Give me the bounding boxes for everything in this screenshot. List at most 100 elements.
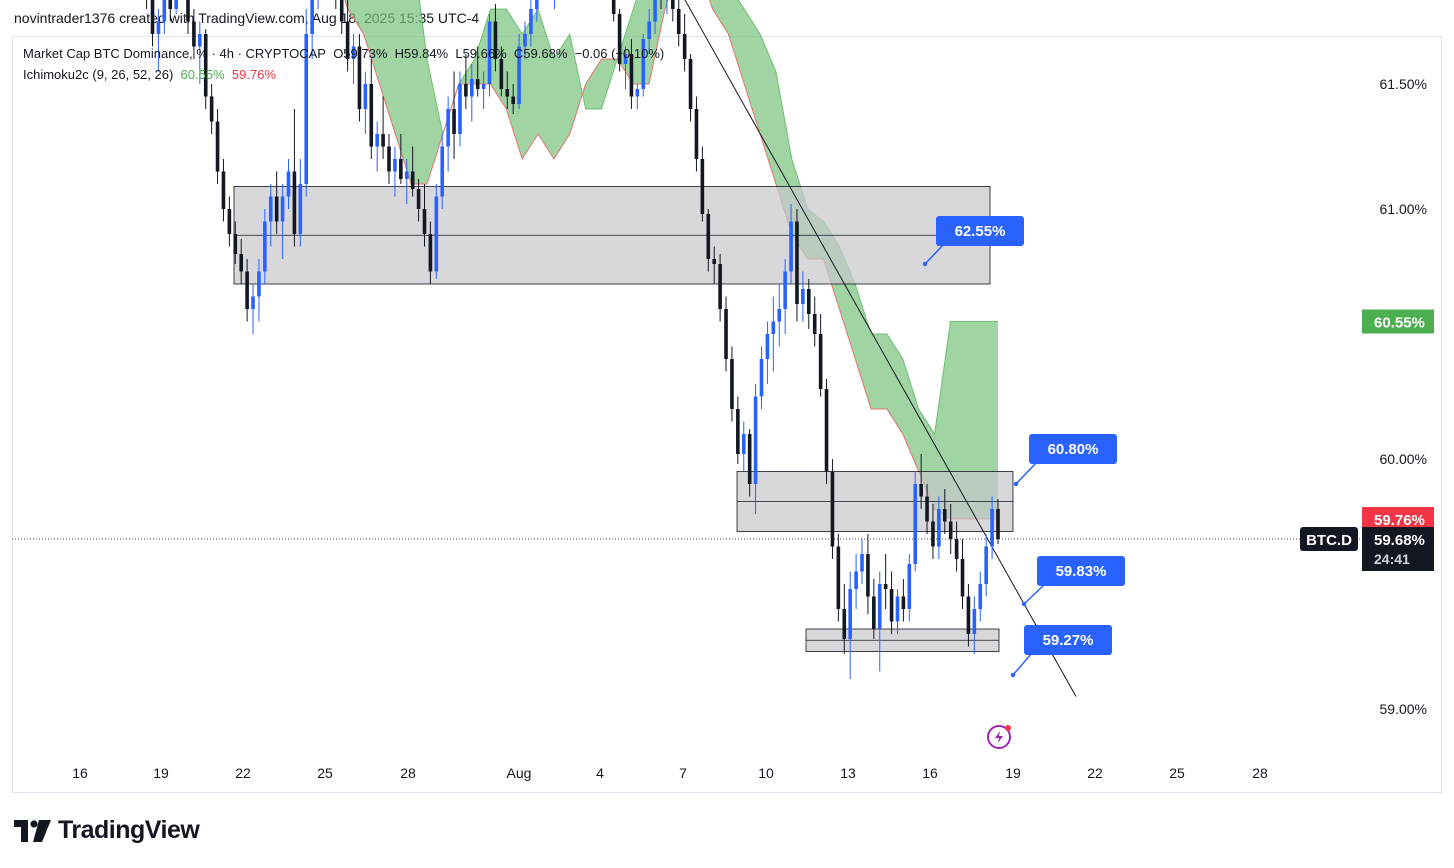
callout-box	[1037, 556, 1125, 586]
candle-body	[984, 546, 988, 584]
candle-body	[363, 84, 368, 109]
candle-body	[375, 134, 379, 147]
candle	[931, 504, 935, 559]
candle-body	[741, 434, 746, 454]
candle	[440, 134, 445, 209]
candle	[984, 534, 988, 597]
callout-pointer	[924, 243, 945, 265]
candle	[611, 0, 616, 22]
candle	[901, 579, 906, 622]
bolt-icon[interactable]	[987, 725, 1011, 749]
candle-body	[931, 521, 935, 547]
candle	[292, 109, 297, 247]
candle-body	[925, 496, 929, 522]
candle	[221, 159, 226, 222]
tradingview-logo-icon	[14, 819, 51, 842]
candle	[913, 471, 918, 572]
candle	[842, 584, 847, 654]
candle	[434, 184, 439, 279]
candle	[623, 46, 628, 89]
candle	[245, 259, 249, 322]
candle-body	[203, 34, 208, 97]
ohlc-open: O59.73%	[333, 46, 388, 61]
callout-62-55: 62.55%	[922, 216, 1024, 267]
chart-panel[interactable]	[12, 36, 1442, 793]
x-tick-label: 16	[922, 765, 938, 781]
candle	[357, 34, 362, 122]
candle	[268, 184, 273, 247]
tradingview-logo[interactable]: TradingView	[14, 816, 200, 845]
callout-pointer	[1023, 583, 1046, 605]
candle-body	[712, 259, 716, 264]
candle-body	[907, 564, 912, 609]
candle	[777, 284, 782, 347]
candle-body	[978, 584, 983, 609]
candle-body	[268, 196, 273, 222]
symbol-title: Market Cap BTC Dominance, % · 4h · CRYPT…	[23, 46, 326, 61]
price-tags: 60.55% 59.76% 59.68% 24:41 BTC.D	[1300, 309, 1434, 571]
candle	[363, 71, 368, 134]
candle-body	[339, 0, 344, 22]
candle	[298, 159, 303, 247]
price-tag-value: 59.68%	[1374, 532, 1425, 549]
candle	[280, 184, 285, 259]
candle	[469, 64, 474, 122]
callout-box	[1024, 625, 1112, 655]
candle	[907, 554, 912, 622]
candle-body	[310, 0, 314, 34]
x-tick-label: 13	[840, 765, 856, 781]
candle	[960, 539, 965, 609]
x-tick-label: 28	[1252, 765, 1268, 781]
candle-body	[795, 221, 799, 304]
candle-body	[174, 0, 178, 9]
candle	[671, 0, 675, 22]
callout-label: 59.83%	[1056, 563, 1107, 580]
callout-pointer	[1012, 652, 1033, 676]
callout-anchor	[1013, 481, 1019, 487]
indicator-legend[interactable]: Ichimoku2c (9, 26, 52, 26) 60.55% 59.76%	[23, 67, 276, 82]
candle-body	[404, 171, 409, 179]
candle	[317, 0, 319, 9]
candle	[795, 209, 799, 322]
candle	[688, 54, 693, 122]
cloud-area	[344, 0, 998, 519]
candle	[635, 84, 640, 109]
candle	[162, 0, 167, 34]
candle	[198, 21, 202, 84]
candle	[464, 54, 468, 109]
candle	[475, 46, 480, 97]
candle-body	[676, 9, 681, 34]
symbol-legend[interactable]: Market Cap BTC Dominance, % · 4h · CRYPT…	[23, 46, 664, 61]
candle	[186, 0, 190, 34]
candle	[854, 554, 858, 609]
candle-body	[682, 34, 687, 59]
candle-body	[428, 234, 433, 272]
candle-body	[156, 21, 161, 34]
candle-body	[292, 171, 297, 234]
x-tick-label: 22	[1087, 765, 1103, 781]
candle	[872, 579, 876, 639]
x-tick-label: 25	[1169, 765, 1185, 781]
candle	[925, 484, 929, 534]
candle	[801, 271, 805, 322]
candle-body	[209, 96, 214, 122]
symbol-tag-box	[1300, 527, 1358, 551]
y-axis[interactable]: 64.00%63.50%63.00%62.50%62.00%61.50%61.0…	[1380, 0, 1427, 717]
candle	[517, 34, 521, 109]
candle	[948, 504, 953, 554]
candle	[387, 134, 391, 184]
candle-body	[653, 0, 657, 22]
callout-59-27: 59.27%	[1010, 625, 1112, 678]
candle-body	[387, 146, 391, 172]
x-axis[interactable]: 16 19 22 25 28 Aug 4 7 10 13 16 19 22 25 28	[72, 765, 1268, 781]
x-tick-label: 4	[596, 765, 604, 781]
candle-body	[257, 271, 261, 297]
candle-body	[647, 21, 651, 39]
candle-body	[771, 321, 776, 334]
symbol-tag-label: BTC.D	[1306, 532, 1352, 549]
candle-body	[487, 21, 492, 84]
candle	[499, 46, 504, 97]
tradingview-brand: TradingView	[58, 816, 200, 844]
candle	[641, 34, 646, 97]
